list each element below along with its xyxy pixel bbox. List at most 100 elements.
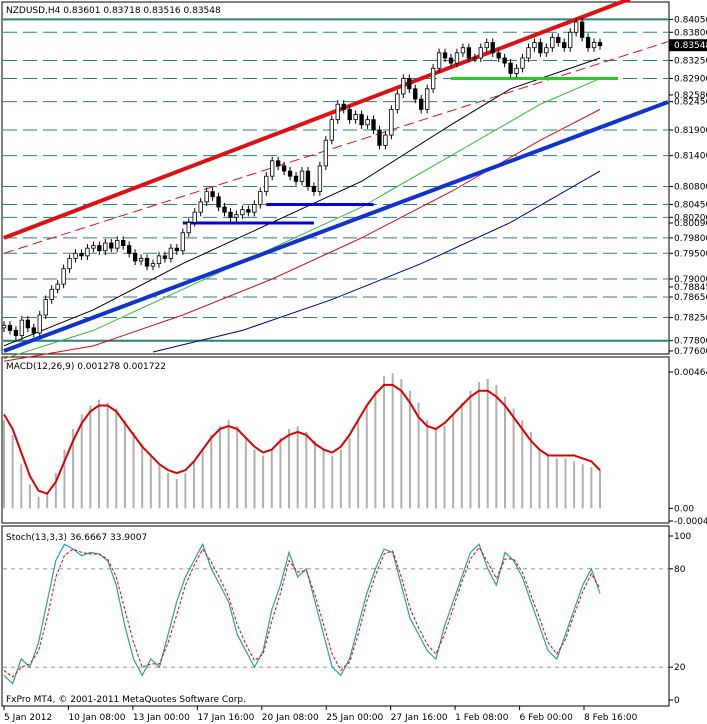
- candle-body: [395, 93, 400, 110]
- candle-body: [192, 211, 197, 223]
- candle-body: [252, 204, 257, 213]
- candle-body: [198, 201, 203, 213]
- stoch-tick-label: 100: [674, 532, 691, 542]
- stoch-tick-label: 80: [674, 565, 686, 575]
- time-tick-label: 13 Jan 00:00: [133, 713, 190, 723]
- candle-body: [240, 209, 245, 216]
- candle-body: [115, 240, 120, 249]
- stoch-levels: [3, 568, 668, 668]
- time-tick-label: 25 Jan 00:00: [326, 713, 383, 723]
- stoch-axis: 100 80 20 0: [669, 532, 691, 706]
- candle-body: [550, 37, 555, 49]
- macd-signal-line: [3, 383, 601, 495]
- main-price-panel[interactable]: [1, 1, 670, 355]
- candle-body: [568, 31, 573, 49]
- candle-body: [502, 57, 507, 64]
- moving-average-lines: [3, 57, 601, 362]
- candle-body: [496, 52, 501, 59]
- macd-tick-label: 0.00: [674, 504, 694, 514]
- candle-body: [317, 165, 323, 193]
- time-tick-label: 10 Jan 08:00: [68, 713, 125, 723]
- candle-body: [472, 57, 478, 60]
- stoch-panel[interactable]: [1, 525, 670, 707]
- candle-body: [204, 191, 209, 203]
- candle-body: [311, 186, 317, 193]
- candle-body: [109, 242, 114, 249]
- candle-body: [1, 324, 7, 329]
- candle-body: [126, 245, 132, 254]
- candle-body: [43, 299, 48, 316]
- price-level-lines: [3, 18, 668, 342]
- candle-body: [132, 252, 138, 262]
- candle-body: [156, 255, 162, 264]
- candle-body: [7, 324, 13, 331]
- candle-body: [61, 268, 66, 285]
- candle-body: [121, 240, 126, 246]
- candle-body: [407, 78, 412, 90]
- moving-average-navy: [152, 170, 601, 353]
- candle-body: [329, 119, 334, 141]
- candle-body: [365, 119, 370, 126]
- candle-body: [490, 42, 495, 54]
- candle-body: [573, 21, 579, 33]
- candle-body: [97, 245, 102, 252]
- stoch-title: Stoch(13,3,3) 36.6667 33.9007: [6, 533, 147, 543]
- macd-panel[interactable]: [1, 356, 670, 524]
- macd-title: MACD(12,26,9) 0.001278 0.001722: [6, 362, 166, 372]
- candle-body: [597, 42, 603, 47]
- horizontal-segments[interactable]: [182, 77, 618, 225]
- candle-body: [377, 129, 382, 146]
- time-axis: 5 Jan 2012 10 Jan 08:00 13 Jan 00:00 17 Jan…: [3, 706, 638, 723]
- candle-body: [562, 42, 567, 49]
- current-price-box: [669, 39, 707, 52]
- candle-body: [168, 247, 174, 259]
- candle-body: [174, 247, 180, 252]
- candle-body: [67, 258, 72, 270]
- candle-body: [138, 258, 144, 262]
- stoch-tick-label: 20: [674, 663, 686, 673]
- candle-body: [413, 88, 418, 100]
- trend-channel-lines[interactable]: [3, 0, 669, 353]
- candle-body: [383, 134, 388, 146]
- time-tick-label: 20 Jan 08:00: [262, 713, 319, 723]
- moving-average-green: [3, 78, 601, 360]
- candle-body: [538, 42, 543, 54]
- candle-body: [579, 21, 585, 38]
- candle-body: [222, 206, 227, 213]
- candle-body: [55, 283, 60, 290]
- candle-body: [228, 211, 233, 218]
- candle-body: [150, 263, 156, 267]
- candle-body: [25, 319, 31, 329]
- candle-body: [293, 175, 299, 182]
- candle-body: [305, 170, 311, 187]
- time-tick-label: 17 Jan 16:00: [197, 713, 254, 723]
- candle-body: [484, 42, 489, 49]
- stoch-lines: [3, 542, 601, 685]
- candle-body: [144, 258, 150, 267]
- time-tick-label: 5 Jan 2012: [4, 713, 52, 723]
- candle-body: [508, 62, 513, 74]
- macd-tick-label: 0.004640: [674, 368, 707, 378]
- macd-signal-line: [3, 383, 601, 495]
- candle-body: [270, 160, 275, 177]
- candle-body: [299, 170, 305, 182]
- candle-body: [401, 78, 406, 95]
- macd-tick-label: -0.00043: [674, 517, 707, 527]
- candle-body: [347, 108, 352, 121]
- channel-lower: [3, 100, 669, 353]
